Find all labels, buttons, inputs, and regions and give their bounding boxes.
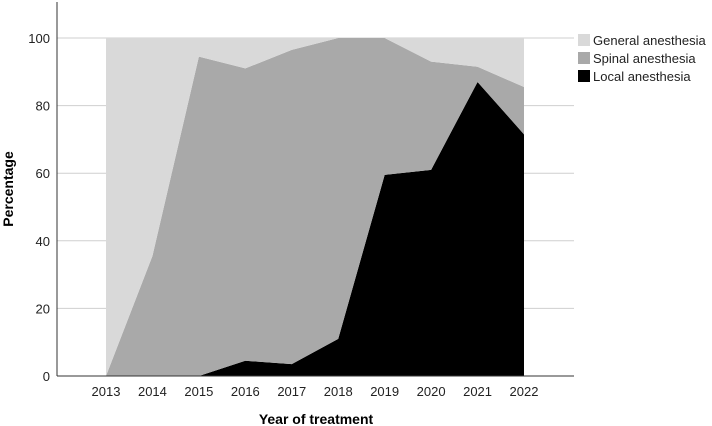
x-tick-label-2019: 2019: [370, 384, 399, 399]
y-tick-label-0: 0: [43, 369, 50, 384]
legend-swatch-local-anesthesia: [578, 70, 590, 82]
legend-swatch-spinal-anesthesia: [578, 52, 590, 64]
legend: General anesthesia Spinal anesthesia Local…: [578, 33, 707, 84]
y-tick-label-20: 20: [36, 301, 50, 316]
x-tick-label-2016: 2016: [231, 384, 260, 399]
axes: [56, 2, 574, 377]
x-tick-label-2021: 2021: [463, 384, 492, 399]
x-tick-label-2014: 2014: [138, 384, 167, 399]
legend-label-spinal-anesthesia: Spinal anesthesia: [593, 51, 696, 66]
legend-label-general-anesthesia: General anesthesia: [593, 33, 707, 48]
y-axis-title: Percentage: [0, 151, 16, 227]
y-tick-labels: 0 20 40 60 80 100: [28, 31, 50, 384]
x-tick-label-2017: 2017: [277, 384, 306, 399]
area-local-anesthesia: [106, 81, 524, 376]
y-tick-label-60: 60: [36, 166, 50, 181]
y-tick-label-80: 80: [36, 99, 50, 114]
x-axis-title: Year of treatment: [259, 411, 374, 426]
y-tick-label-40: 40: [36, 234, 50, 249]
area-spinal-anesthesia: [106, 38, 524, 376]
x-tick-label-2018: 2018: [324, 384, 353, 399]
legend-swatch-general-anesthesia: [578, 34, 590, 46]
x-tick-label-2022: 2022: [510, 384, 539, 399]
area-general-anesthesia: [106, 38, 524, 376]
x-tick-label-2013: 2013: [92, 384, 121, 399]
area-series: [106, 38, 524, 376]
y-tick-label-100: 100: [28, 31, 50, 46]
x-tick-label-2015: 2015: [184, 384, 213, 399]
x-tick-labels: 2013 2014 2015 2016 2017 2018 2019 2020 2021 2022: [92, 384, 539, 399]
x-tick-label-2020: 2020: [417, 384, 446, 399]
legend-label-local-anesthesia: Local anesthesia: [593, 69, 691, 84]
